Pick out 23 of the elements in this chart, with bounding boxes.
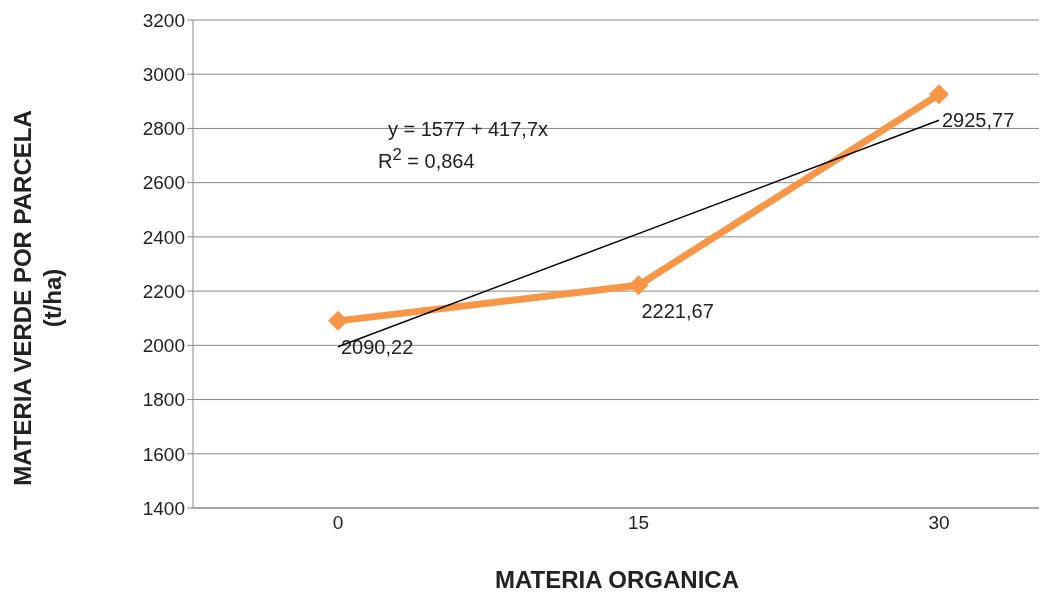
y-axis-title: MATERIA VERDE POR PARCELA (t/ha) — [8, 109, 67, 488]
y-tick-label: 2000 — [142, 335, 185, 357]
y-tick-label: 3000 — [142, 63, 185, 85]
point — [929, 84, 949, 105]
x-tick-label: 15 — [627, 512, 650, 534]
x-tick-label: 30 — [928, 512, 950, 534]
y-tick-label: 1800 — [142, 389, 185, 411]
y-tick-label: 2400 — [142, 226, 185, 248]
point — [628, 275, 649, 296]
point — [328, 310, 348, 331]
y-tick-label: 1600 — [142, 443, 185, 465]
y-tick-label: 2600 — [142, 172, 185, 194]
data-label: 2925,77 — [942, 109, 1015, 132]
data-label: 2090,22 — [341, 335, 414, 358]
annotation: y = 1577 + 417,7x — [386, 118, 550, 141]
y-tick-label: 2200 — [142, 280, 185, 302]
y-tick-label: 3200 — [142, 9, 185, 31]
x-axis-title: MATERIA ORGANICA — [494, 566, 740, 594]
x-tick-label: 0 — [332, 512, 344, 534]
data-label: 2221,67 — [641, 300, 714, 323]
y-tick-label: 1400 — [142, 497, 185, 519]
y-tick-label: 2800 — [142, 118, 185, 140]
annotation: R$^{2}$ = 0,864 — [378, 145, 476, 173]
